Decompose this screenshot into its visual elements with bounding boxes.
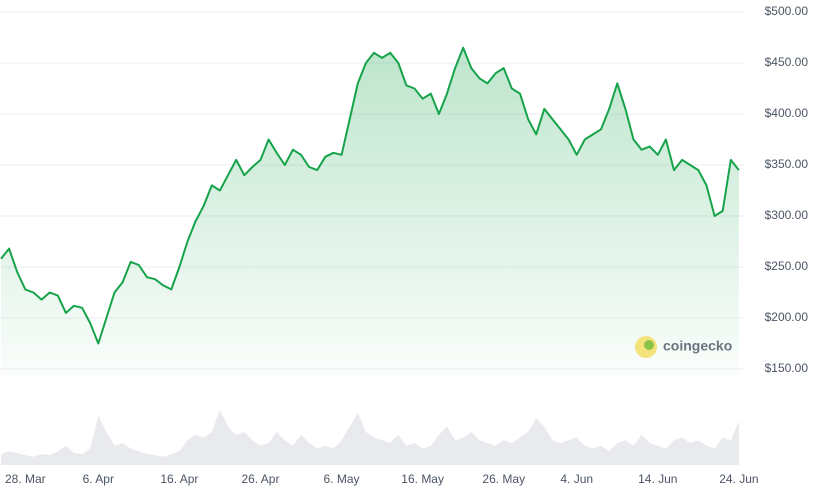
x-tick-label: 6. Apr	[83, 472, 114, 486]
y-tick-label: $500.00	[765, 4, 809, 18]
x-tick-label: 16. May	[401, 472, 444, 486]
y-tick-label: $400.00	[765, 106, 809, 120]
x-tick-label: 24. Jun	[719, 472, 758, 486]
watermark: coingecko	[635, 336, 732, 358]
y-tick-label: $300.00	[765, 208, 809, 222]
watermark-text: coingecko	[663, 338, 732, 354]
x-tick-label: 26. Apr	[241, 472, 279, 486]
y-tick-label: $250.00	[765, 259, 809, 273]
x-tick-label: 4. Jun	[560, 472, 593, 486]
x-tick-label: 28. Mar	[5, 472, 46, 486]
volume-area	[1, 410, 739, 465]
y-tick-label: $350.00	[765, 157, 809, 171]
logo-icon-eye	[644, 340, 654, 350]
price-area-fill	[1, 47, 739, 375]
x-tick-label: 14. Jun	[638, 472, 677, 486]
y-tick-label: $200.00	[765, 310, 809, 324]
x-tick-label: 16. Apr	[160, 472, 198, 486]
x-tick-label: 26. May	[482, 472, 525, 486]
y-tick-label: $450.00	[765, 55, 809, 69]
y-tick-label: $150.00	[765, 361, 809, 375]
x-tick-label: 6. May	[324, 472, 360, 486]
price-line	[0, 46, 740, 345]
